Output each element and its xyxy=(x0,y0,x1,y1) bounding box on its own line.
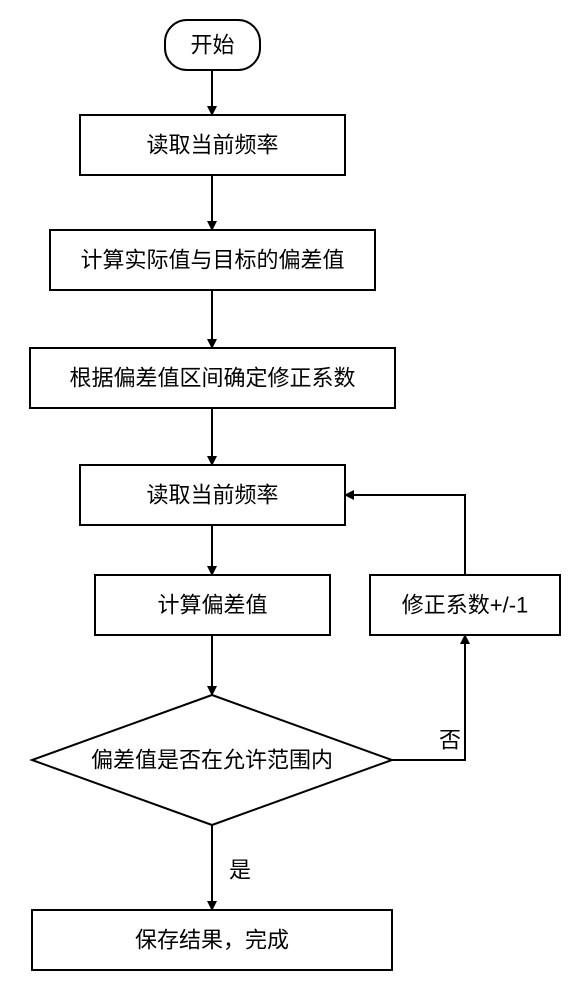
node-label-step5: 计算偏差值 xyxy=(157,593,267,618)
node-label-step3: 根据偏差值区间确定修正系数 xyxy=(69,366,355,391)
node-label-step1: 读取当前频率 xyxy=(146,133,278,158)
node-label-step2: 计算实际值与目标的偏差值 xyxy=(80,248,344,273)
node-label-step4: 读取当前频率 xyxy=(146,483,278,508)
edge-label-decision-adjust: 否 xyxy=(439,728,461,753)
node-label-decision: 偏差值是否在允许范围内 xyxy=(91,748,333,773)
node-label-start: 开始 xyxy=(190,33,234,58)
edge-step4-adjust xyxy=(345,495,465,575)
edge-label-decision-end: 是 xyxy=(229,858,251,883)
node-label-adjust: 修正系数+/-1 xyxy=(402,593,529,618)
node-label-end: 保存结果，完成 xyxy=(135,928,289,953)
